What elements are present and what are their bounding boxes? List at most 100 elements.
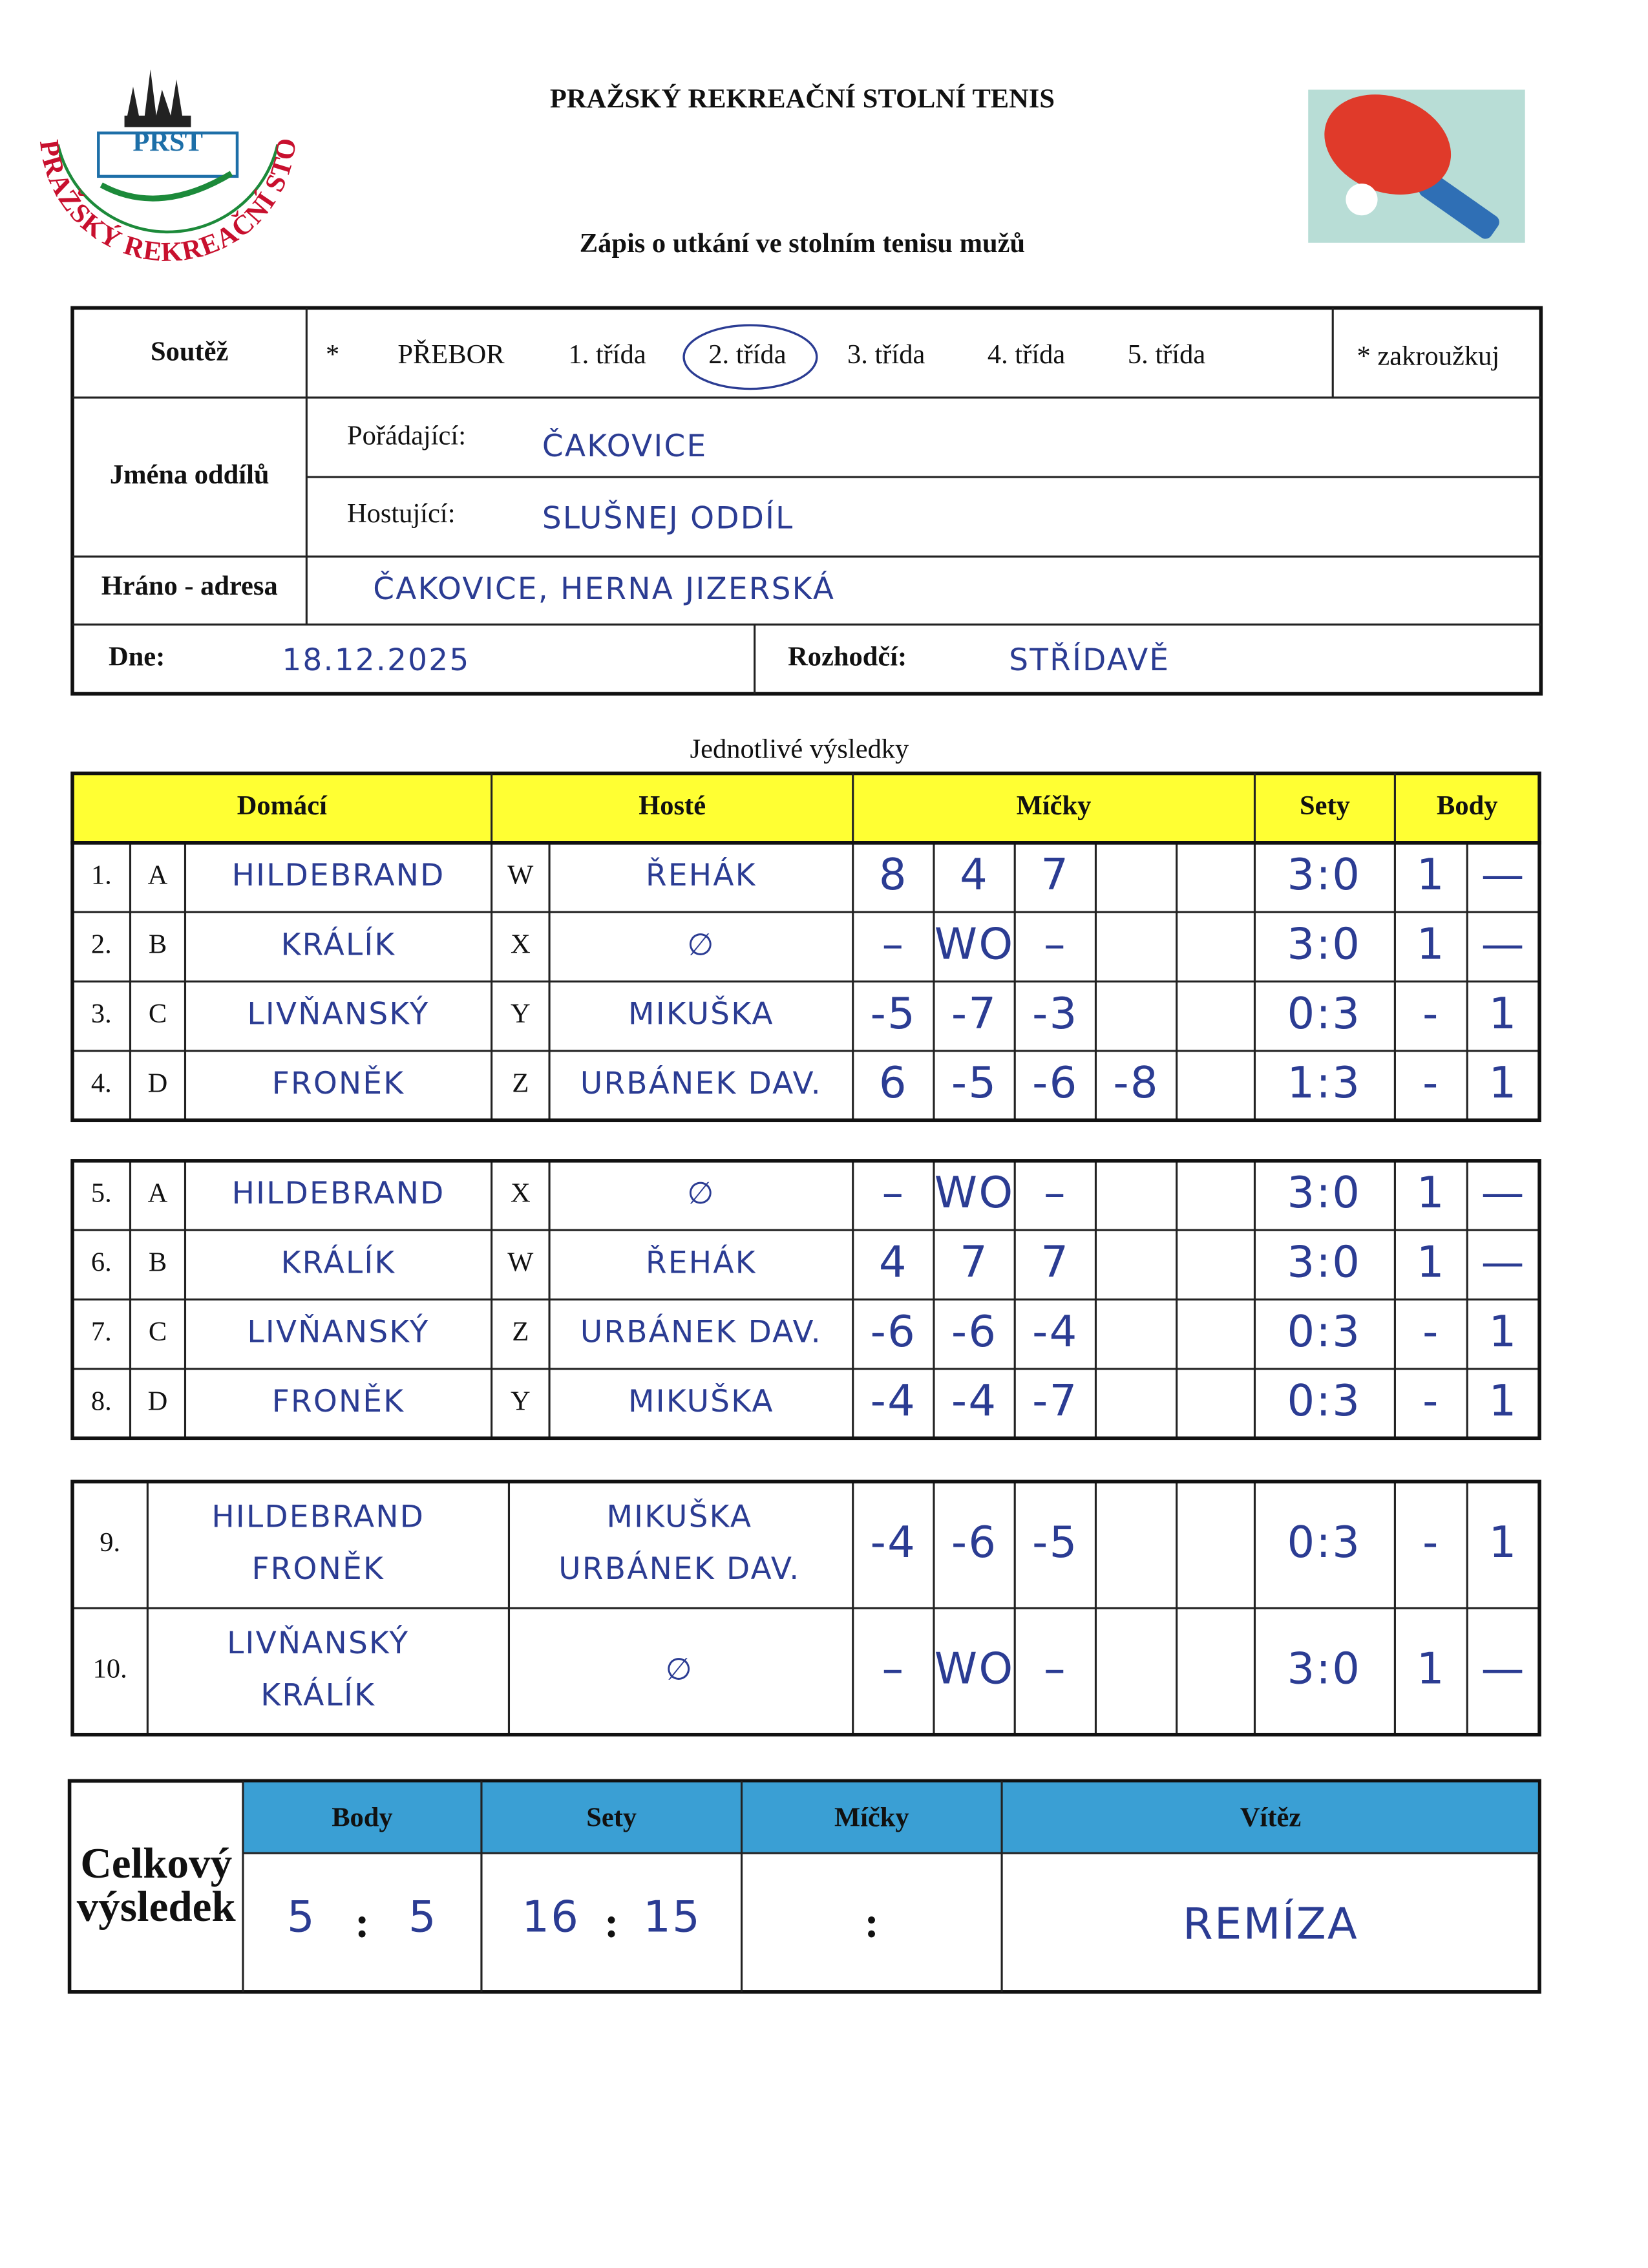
hand-name: LIVŇANSKÝ (227, 1626, 409, 1661)
point: - (1422, 1375, 1439, 1426)
row-number: 6. (91, 1247, 112, 1278)
ball-score: -3 (1032, 988, 1078, 1039)
column-header: Body (332, 1802, 392, 1832)
hand-name: URBÁNEK DAV. (580, 1315, 822, 1350)
marker: * (326, 339, 339, 370)
hand-name: ∅ (687, 1176, 715, 1211)
ball-score: -6 (951, 1517, 997, 1567)
ball-score: WO (935, 918, 1015, 969)
selection-circle (682, 324, 818, 390)
subtitle: Zápis o utkání ve stolním tenisu mužů (580, 228, 1025, 259)
set-score: 3:0 (1287, 849, 1361, 900)
option: PŘEBOR (397, 339, 505, 370)
ball-score: -5 (871, 988, 916, 1039)
hand-name: ∅ (687, 927, 715, 962)
row-number: 2. (91, 929, 112, 960)
ball-score: -7 (951, 988, 997, 1039)
column-header: Domácí (237, 790, 328, 821)
ball-score: – (1044, 918, 1067, 969)
column-header: Hosté (639, 790, 706, 821)
ball-score: 4 (879, 1236, 908, 1287)
hand-name: MIKUŠKA (628, 996, 774, 1032)
home-code: D (148, 1386, 168, 1416)
hand-name: FRONĚK (272, 1066, 405, 1101)
ball-score: WO (935, 1167, 1015, 1218)
note: * zakroužkuj (1357, 341, 1500, 371)
point: 1 (1489, 1517, 1518, 1567)
away-code: X (511, 929, 531, 960)
home-code: C (149, 1317, 167, 1347)
point: - (1422, 1306, 1439, 1357)
ball-score: WO (935, 1643, 1015, 1693)
hand-total: 15 (643, 1892, 701, 1942)
ball-score: 6 (879, 1057, 908, 1108)
hand-name: HILDEBRAND (232, 1176, 445, 1211)
hand-name: KRÁLÍK (281, 1245, 396, 1280)
ball-score: – (882, 1643, 905, 1693)
frame (70, 306, 1543, 696)
row-number: 7. (91, 1317, 112, 1347)
away-code: W (507, 860, 534, 890)
point: - (1422, 1517, 1439, 1567)
frame (70, 1479, 1541, 1737)
header-band (72, 773, 1540, 843)
point: 1 (1417, 849, 1446, 900)
row-number: 5. (91, 1178, 112, 1208)
row-number: 8. (91, 1386, 112, 1416)
column-header: Míčky (834, 1802, 909, 1832)
ball-score: – (1044, 1643, 1067, 1693)
label: Jména oddílů (110, 460, 269, 490)
frame (70, 1159, 1541, 1441)
paddle-icon (1308, 89, 1525, 243)
ball-score: 4 (960, 849, 989, 900)
separator: : (865, 1898, 879, 1947)
logo-badge: PRST (132, 127, 203, 157)
label: Soutěž (151, 337, 228, 367)
results-title: Jednotlivé výsledky (690, 734, 909, 765)
home-code: C (149, 999, 167, 1029)
separator: : (355, 1898, 369, 1947)
point: 1 (1417, 918, 1446, 969)
row-number: 9. (100, 1527, 120, 1558)
ball-score: – (1044, 1167, 1067, 1218)
label: Dne: (109, 642, 165, 672)
hand-value: SLUŠNEJ ODDÍL (542, 500, 794, 536)
home-code: A (148, 1178, 168, 1208)
set-score: 3:0 (1287, 918, 1361, 969)
hand-name: HILDEBRAND (232, 858, 445, 893)
point: 1 (1489, 988, 1518, 1039)
hand-value: 18.12.2025 (282, 642, 470, 678)
point: — (1481, 1236, 1525, 1287)
ball-score: -5 (1032, 1517, 1078, 1567)
hand-total: 16 (522, 1892, 580, 1942)
hand-value: ČAKOVICE, HERNA JIZERSKÁ (373, 571, 835, 607)
ball-score: -5 (951, 1057, 997, 1108)
hand-total: 5 (287, 1892, 316, 1942)
ball-score: -4 (871, 1517, 916, 1567)
point: — (1481, 1167, 1525, 1218)
home-code: D (148, 1068, 168, 1098)
point: 1 (1417, 1643, 1446, 1693)
title: PRAŽSKÝ REKREAČNÍ STOLNÍ TENIS (550, 83, 1055, 114)
point: - (1422, 1057, 1439, 1108)
ball-score: -6 (871, 1306, 916, 1357)
ball-score: -7 (1032, 1375, 1078, 1426)
hand-name: MIKUŠKA (628, 1383, 774, 1419)
frame (70, 841, 1541, 1123)
away-code: X (511, 1178, 531, 1208)
column-header: Sety (586, 1802, 637, 1832)
point: 1 (1489, 1375, 1518, 1426)
point: 1 (1489, 1057, 1518, 1108)
set-score: 3:0 (1287, 1167, 1361, 1218)
away-code: Y (511, 1386, 531, 1416)
point: 1 (1489, 1306, 1518, 1357)
ball-score: -6 (1032, 1057, 1078, 1108)
ball-score: 7 (1041, 849, 1070, 900)
column-header: Sety (1300, 790, 1350, 821)
hand-value: STŘÍDAVĚ (1009, 642, 1170, 678)
hand-name: URBÁNEK DAV. (558, 1551, 800, 1587)
point: — (1481, 849, 1525, 900)
hand-name: LIVŇANSKÝ (247, 997, 429, 1032)
